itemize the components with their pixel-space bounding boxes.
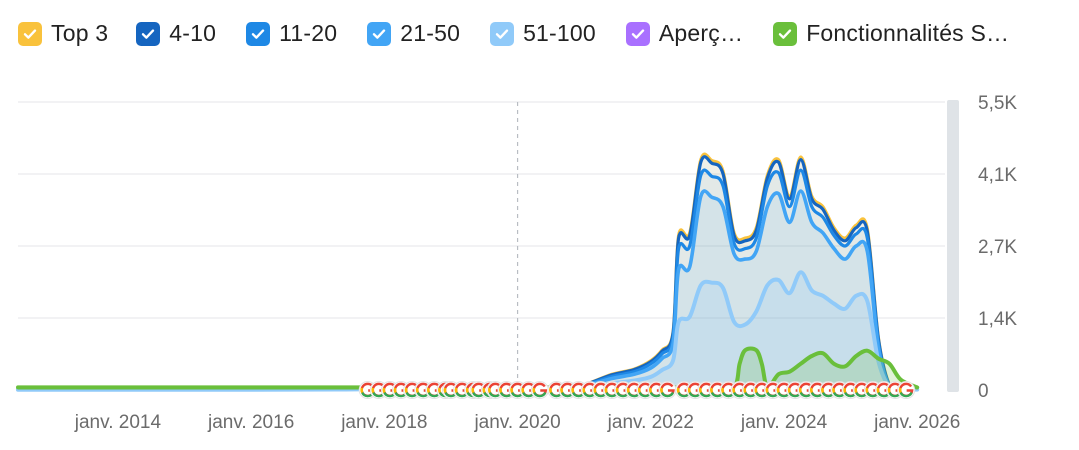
check-icon xyxy=(778,28,792,39)
x-tick-label: janv. 2020 xyxy=(473,412,560,433)
legend-label: 4-10 xyxy=(169,20,217,46)
series-area-5 xyxy=(18,272,918,390)
legend-item-7[interactable]: Fonctionnalités S… xyxy=(773,20,1009,47)
x-tick-label: janv. 2014 xyxy=(74,412,162,433)
legend-checkbox[interactable] xyxy=(136,21,161,46)
scrollbar-handle xyxy=(947,100,959,392)
check-icon xyxy=(251,28,265,39)
y-tick-label: 2,7K xyxy=(978,237,1017,258)
legend-checkbox[interactable] xyxy=(18,21,42,46)
x-tick-label: janv. 2016 xyxy=(207,412,294,433)
google-icon[interactable] xyxy=(897,381,916,399)
legend-item-4[interactable]: 21-50 xyxy=(367,20,460,47)
check-icon xyxy=(495,28,509,39)
check-icon xyxy=(142,28,155,39)
series-area-2 xyxy=(18,156,918,390)
y-tick-label: 5,5K xyxy=(978,93,1017,114)
series-area-1 xyxy=(18,154,918,390)
legend-item-5[interactable]: 51-100 xyxy=(490,20,596,47)
google-icon[interactable] xyxy=(530,381,549,399)
legend-checkbox[interactable] xyxy=(773,21,798,46)
legend-label: Fonctionnalités S… xyxy=(806,20,1010,46)
legend-item-3[interactable]: 11-20 xyxy=(246,20,337,47)
google-icon[interactable] xyxy=(658,381,677,399)
y-tick-label: 4,1K xyxy=(978,165,1017,186)
y-tick-label: 1,4K xyxy=(978,309,1017,330)
legend-item-2[interactable]: 4-10 xyxy=(136,20,216,47)
legend-label: Aperç… xyxy=(658,20,744,46)
legend-checkbox[interactable] xyxy=(490,21,515,46)
check-icon xyxy=(373,28,386,39)
legend-checkbox[interactable] xyxy=(246,21,271,46)
legend-label: 11-20 xyxy=(279,20,338,46)
legend: Top 3 4-10 11-20 21-50 51-100 Aperç… Fonctionn… xyxy=(18,20,1039,47)
y-tick-label: 0 xyxy=(978,381,989,402)
series-area-3 xyxy=(18,170,918,390)
check-icon xyxy=(631,28,645,39)
legend-label: 21-50 xyxy=(400,20,461,46)
legend-checkbox[interactable] xyxy=(625,21,650,46)
check-icon xyxy=(23,28,37,39)
legend-item-1[interactable]: Top 3 xyxy=(18,20,108,47)
series-area-4 xyxy=(18,190,918,390)
x-tick-label: janv. 2018 xyxy=(340,412,427,433)
legend-checkbox[interactable] xyxy=(367,21,392,46)
x-tick-label: janv. 2024 xyxy=(740,412,828,433)
x-tick-label: janv. 2022 xyxy=(607,412,694,433)
legend-item-6[interactable]: Aperç… xyxy=(625,20,744,47)
x-tick-label: janv. 2026 xyxy=(873,412,960,433)
legend-label: Top 3 xyxy=(51,20,109,46)
legend-label: 51-100 xyxy=(523,20,596,46)
